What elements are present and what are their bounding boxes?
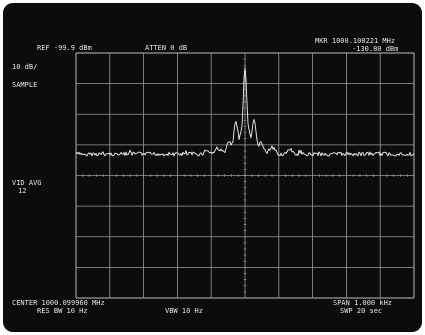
analyzer-screen: REF -99.9 dBm ATTEN 0 dB MKR 1000.100221… (3, 3, 422, 332)
graticule-center-ticks (75, 52, 415, 299)
sweep-time-readout: SWP 20 sec (340, 307, 383, 315)
attenuation-readout: ATTEN 0 dB (145, 44, 188, 52)
resolution-bandwidth-readout: RES BW 10 Hz (37, 307, 88, 315)
spectrum-display (75, 52, 415, 299)
video-bandwidth-readout: VBW 10 Hz (165, 307, 203, 315)
marker-frequency-readout: MKR 1000.100221 MHz (315, 37, 396, 45)
video-average-label: VID AVG (12, 179, 42, 187)
center-frequency-readout: CENTER 1000.099960 MHz (12, 299, 105, 307)
span-readout: SPAN 1.000 kHz (333, 299, 393, 307)
video-average-count: 12 (18, 187, 27, 195)
scale-readout: 10 dB/ (12, 63, 38, 71)
marker-level-readout: -130.80 dBm (352, 45, 399, 53)
detector-mode-readout: SAMPLE (12, 81, 38, 89)
reference-level-readout: REF -99.9 dBm (37, 44, 92, 52)
spectrum-trace (75, 66, 415, 157)
